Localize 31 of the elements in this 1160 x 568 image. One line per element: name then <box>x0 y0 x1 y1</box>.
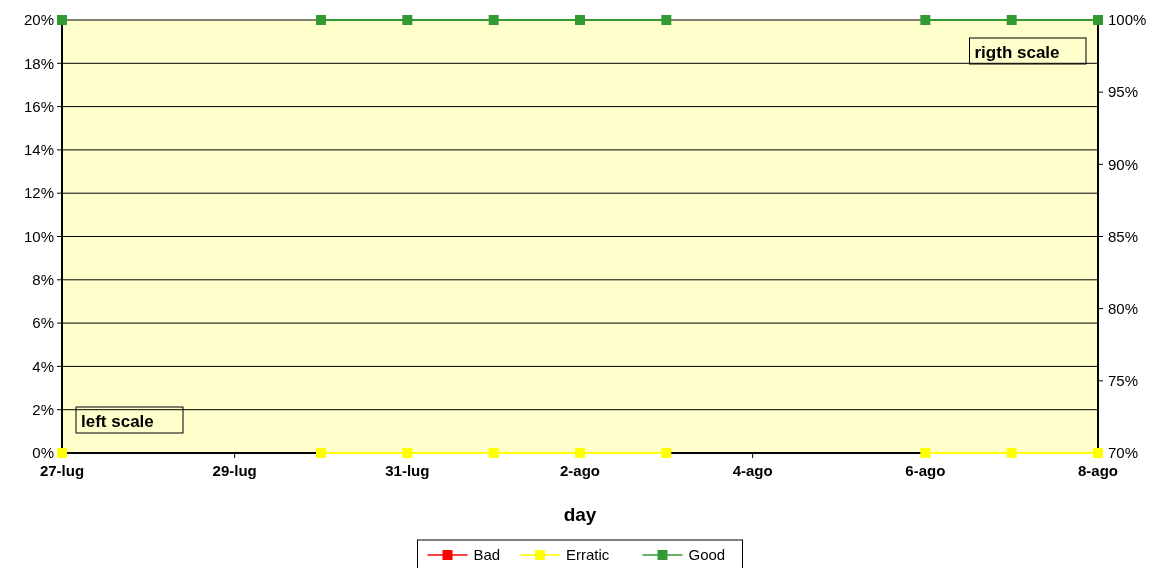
y-tick-label: 16% <box>23 97 54 115</box>
y2-tick-label: 90% <box>1108 155 1139 173</box>
y-tick-label: 18% <box>23 54 54 72</box>
y-tick-label: 4% <box>32 357 54 375</box>
y-tick-label: 0% <box>32 444 54 462</box>
x-tick-label: 6-ago <box>905 462 946 479</box>
annotation: rigth scale <box>974 43 1060 62</box>
x-tick-label: 4-ago <box>732 462 773 479</box>
legend-label: Bad <box>473 546 501 564</box>
x-tick-label: 29-lug <box>212 462 257 479</box>
x-tick-label: 31-lug <box>385 462 430 479</box>
y-tick-label: 8% <box>32 271 54 289</box>
y-tick-label: 2% <box>32 400 54 418</box>
annotation: left scale <box>81 412 154 431</box>
y2-tick-label: 70% <box>1108 444 1139 462</box>
y2-tick-label: 85% <box>1108 227 1139 245</box>
legend-label: Good <box>688 546 726 564</box>
y2-tick-label: 100% <box>1108 11 1147 29</box>
y-tick-label: 20% <box>23 11 54 29</box>
y2-tick-label: 75% <box>1108 372 1139 390</box>
x-axis-title: day <box>563 504 597 525</box>
legend-label: Erratic <box>566 546 610 564</box>
y-tick-label: 6% <box>32 314 54 332</box>
x-tick-label: 2-ago <box>559 462 601 479</box>
y2-tick-label: 80% <box>1108 299 1139 317</box>
x-tick-label: 8-ago <box>1077 462 1119 479</box>
y2-tick-label: 95% <box>1108 83 1139 101</box>
y-tick-label: 10% <box>23 227 54 245</box>
x-tick-label: 27-lug <box>39 462 85 479</box>
y-tick-label: 12% <box>23 184 54 202</box>
y-tick-label: 14% <box>23 141 54 159</box>
